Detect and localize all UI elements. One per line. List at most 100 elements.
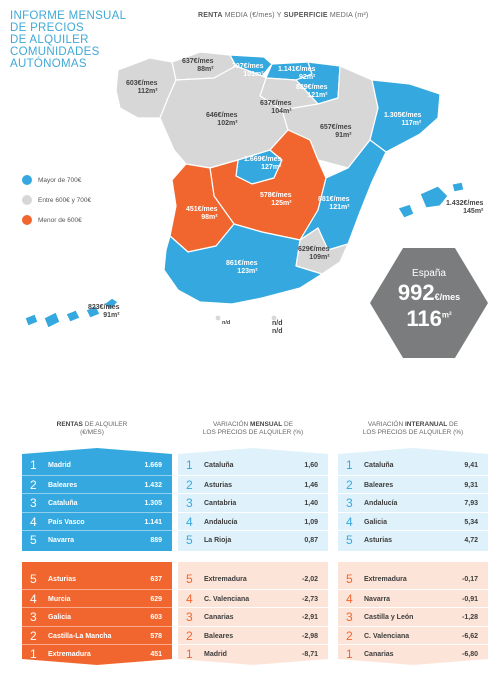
ranking-rank: 4 xyxy=(186,514,193,529)
ranking-row: 2 Baleares 9,31 xyxy=(338,474,488,496)
ranking-rank: 1 xyxy=(30,458,37,472)
ranking-region: Navarra xyxy=(48,537,75,544)
ranking-row: 1 Madrid -8,71 xyxy=(178,644,328,665)
ranking-rank: 4 xyxy=(186,591,193,606)
ranking-region: Castilla y León xyxy=(364,614,414,621)
ranking-row: 2 Asturias 1,46 xyxy=(178,474,328,496)
title-line: COMUNIDADES xyxy=(10,46,100,58)
report-title: INFORME MENSUAL DE PRECIOS DE ALQUILER C… xyxy=(10,10,210,70)
ranking-region: Cataluña xyxy=(204,462,234,469)
ranking-rank: 4 xyxy=(30,591,37,606)
legend-item: Menor de 600€ xyxy=(22,214,91,226)
ranking-rank: 5 xyxy=(30,533,37,547)
ranking-region: Asturias xyxy=(364,537,393,544)
ranking-value: -2,91 xyxy=(302,614,318,621)
label-cataluna: 1.305€/mes 117m² xyxy=(384,112,422,127)
ranking-rank: 4 xyxy=(346,514,353,529)
ranking-region: C. Valenciana xyxy=(364,632,410,640)
ranking-panel-top: 1 Madrid 1.669 2 Baleares 1.432 3 Cataluña 1.305… xyxy=(22,448,172,551)
ranking-rank: 3 xyxy=(186,496,193,510)
ranking-value: 4,72 xyxy=(464,537,478,544)
ranking-value: 1.669 xyxy=(144,462,162,469)
spain-rent: 992€/mes xyxy=(397,280,461,305)
ranking-value: 603 xyxy=(150,614,162,621)
ranking-row: 2 Baleares 1.432 xyxy=(22,474,172,496)
ranking-value: 0,87 xyxy=(304,537,318,544)
ranking-value: -2,98 xyxy=(302,632,318,640)
ranking-value: 889 xyxy=(150,537,162,544)
ranking-region: Asturias xyxy=(204,481,233,489)
label-asturias: 637€/mes 88m² xyxy=(182,58,214,73)
ranking-panel-top: 1 Cataluña 1,60 2 Asturias 1,46 3 Cantabria 1,40… xyxy=(178,448,328,551)
ranking-region: Extremadura xyxy=(48,651,91,658)
ranking-region: C. Valenciana xyxy=(204,595,250,603)
map-legend: Mayor de 700€ Entre 600€ y 700€ Menor de… xyxy=(22,174,91,234)
label-baleares: 1.432€/mes 145m² xyxy=(446,200,484,215)
ranking-rank: 2 xyxy=(346,477,353,492)
label-galicia: 603€/mes 112m² xyxy=(126,80,158,95)
ranking-value: -8,71 xyxy=(302,651,318,658)
ranking-row: 3 Canarias -2,91 xyxy=(178,607,328,628)
ranking-rank: 2 xyxy=(30,477,37,492)
ranking-region: Galicia xyxy=(48,614,71,621)
ranking-row: 2 C. Valenciana -6,62 xyxy=(338,626,488,647)
ranking-rank: 5 xyxy=(346,572,353,586)
ranking-panel-bottom: 5 Extremadura -0,17 4 Navarra -0,91 3 Castilla … xyxy=(338,562,488,665)
ranking-row: 4 Murcia 629 xyxy=(22,589,172,610)
ranking-rank: 3 xyxy=(30,610,37,624)
ranking-rank: 1 xyxy=(30,647,37,661)
ranking-region: Madrid xyxy=(48,462,71,469)
ranking-value: 578 xyxy=(150,632,162,640)
ranking-region: Andalucía xyxy=(364,500,398,507)
ranking-row: 5 La Rioja 0,87 xyxy=(178,530,328,551)
ranking-rank: 2 xyxy=(30,628,37,643)
ranking-region: Baleares xyxy=(364,481,394,489)
label-c-valenciana: 881€/mes 121m² xyxy=(318,196,350,211)
ranking-value: -0,91 xyxy=(462,595,478,603)
ranking-panel-top: 1 Cataluña 9,41 2 Baleares 9,31 3 Andalucía 7,93… xyxy=(338,448,488,551)
ranking-value: 9,31 xyxy=(464,481,478,489)
ranking-row: 5 Asturias 637 xyxy=(22,570,172,590)
label-castilla-leon: 646€/mes 102m² xyxy=(206,112,238,127)
ranking-region: Asturias xyxy=(48,576,77,583)
spain-name: España xyxy=(412,268,446,279)
ranking-region: Baleares xyxy=(204,632,234,640)
ranking-region: Cantabria xyxy=(204,500,237,507)
region-melilla xyxy=(270,314,278,322)
ranking-region: Murcia xyxy=(48,595,71,603)
region-ceuta xyxy=(214,314,222,322)
spain-total-badge: España 992€/mes 116m² xyxy=(370,248,488,358)
ranking-panel-bottom: 5 Extremadura -2,02 4 C. Valenciana -2,73 3 Can… xyxy=(178,562,328,665)
ranking-value: -6,80 xyxy=(462,651,478,658)
legend-item: Mayor de 700€ xyxy=(22,174,91,186)
ranking-row: 5 Extremadura -0,17 xyxy=(338,570,488,590)
ranking-rank: 2 xyxy=(186,628,193,643)
legend-swatch xyxy=(22,215,32,225)
ranking-region: País Vasco xyxy=(48,518,85,526)
ranking-rank: 5 xyxy=(30,572,37,586)
ranking-value: 1,40 xyxy=(304,500,318,507)
label-pais-vasco: 1.141€/mes 92m² xyxy=(278,66,316,81)
label-madrid: 1.669€/mes 127m² xyxy=(244,156,282,171)
label-andalucia: 861€/mes 123m² xyxy=(226,260,258,275)
ranking-value: -6,62 xyxy=(462,632,478,640)
ranking-rank: 5 xyxy=(346,533,353,547)
label-ceuta: n/d xyxy=(222,320,231,326)
ranking-region: Cataluña xyxy=(364,462,394,469)
ranking-row: 3 Cantabria 1,40 xyxy=(178,493,328,514)
legend-label: Menor de 600€ xyxy=(38,216,82,224)
region-andalucia xyxy=(163,223,323,305)
legend-swatch xyxy=(22,175,32,185)
column-header-mensual: VARIACIÓN MENSUAL DE LOS PRECIOS DE ALQU… xyxy=(202,421,304,436)
ranking-rank: 1 xyxy=(186,647,193,661)
label-melilla: n/d n/d xyxy=(272,320,283,335)
title-line: AUTÓNOMAS xyxy=(10,58,87,70)
title-line: INFORME MENSUAL xyxy=(10,10,127,22)
ranking-region: Castilla-La Mancha xyxy=(48,632,112,640)
ranking-region: Cataluña xyxy=(48,500,78,507)
ranking-row: 4 País Vasco 1.141 xyxy=(22,511,172,533)
ranking-rank: 2 xyxy=(346,628,353,643)
ranking-value: 637 xyxy=(150,576,162,583)
legend-label: Mayor de 700€ xyxy=(38,176,82,184)
ranking-row: 2 Castilla-La Mancha 578 xyxy=(22,626,172,647)
